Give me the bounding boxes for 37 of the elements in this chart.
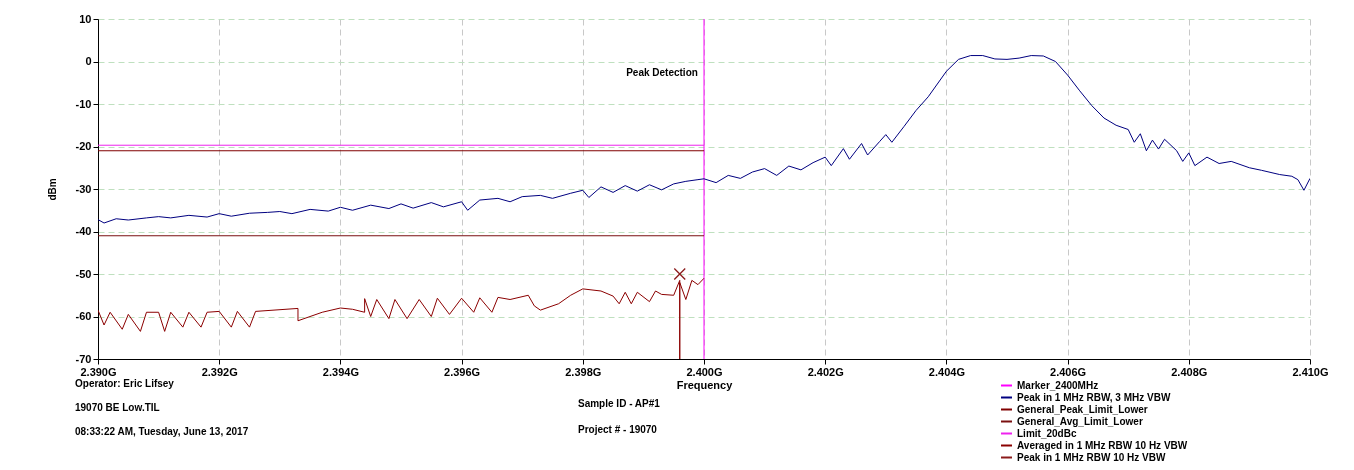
x-tick-label: 2.404G xyxy=(928,365,965,378)
text: Peak Detection xyxy=(626,67,698,78)
y-tick-label: 10 xyxy=(79,12,92,25)
x-axis-title: Frequency xyxy=(676,378,734,391)
text: 08:33:22 AM, Tuesday, June 13, 2017 xyxy=(75,426,249,437)
legend-label: General_Avg_Limit_Lower xyxy=(1017,415,1143,427)
legend-label: Averaged in 1 MHz RBW 10 Hz VBW xyxy=(1017,439,1188,451)
x-tick-label: 2.410G xyxy=(1292,365,1329,378)
text: Operator: Eric Lifsey xyxy=(75,378,174,389)
legend-label: Limit_20dBc xyxy=(1017,427,1077,439)
y-tick-label: -40 xyxy=(75,225,92,237)
text: 19070 BE Low.TIL xyxy=(75,402,160,413)
x-tick-label: 2.406G xyxy=(1050,365,1087,378)
text: Sample ID - AP#1 xyxy=(578,398,660,409)
y-tick-label: -20 xyxy=(75,140,92,152)
x-tick-label: 2.398G xyxy=(565,365,602,378)
legend-label: Marker_2400MHz xyxy=(1017,379,1099,391)
y-tick-label: -30 xyxy=(75,182,92,195)
legend-label: Peak in 1 MHz RBW 10 Hz VBW xyxy=(1017,451,1166,463)
legend-label: Peak in 1 MHz RBW, 3 MHz VBW xyxy=(1017,391,1171,403)
x-tick-label: 2.394G xyxy=(322,365,359,378)
x-tick-label: 2.390G xyxy=(80,365,117,378)
x-tick-label: 2.402G xyxy=(807,365,844,378)
y-tick-label: -10 xyxy=(75,97,92,110)
y-tick-label: -50 xyxy=(75,267,92,280)
x-tick-label: 2.408G xyxy=(1171,365,1208,378)
y-tick-label: -60 xyxy=(75,310,92,322)
y-tick-label: -70 xyxy=(75,352,92,365)
y-tick-label: 0 xyxy=(85,55,92,67)
text: Project # - 19070 xyxy=(578,424,657,435)
legend-label: General_Peak_Limit_Lower xyxy=(1017,403,1148,415)
x-tick-label: 2.396G xyxy=(444,365,481,378)
x-tick-label: 2.400G xyxy=(686,365,723,378)
line-series xyxy=(98,277,705,359)
x-tick-label: 2.392G xyxy=(201,365,238,378)
line-series xyxy=(98,55,1310,224)
y-axis-title: dBm xyxy=(46,178,58,201)
